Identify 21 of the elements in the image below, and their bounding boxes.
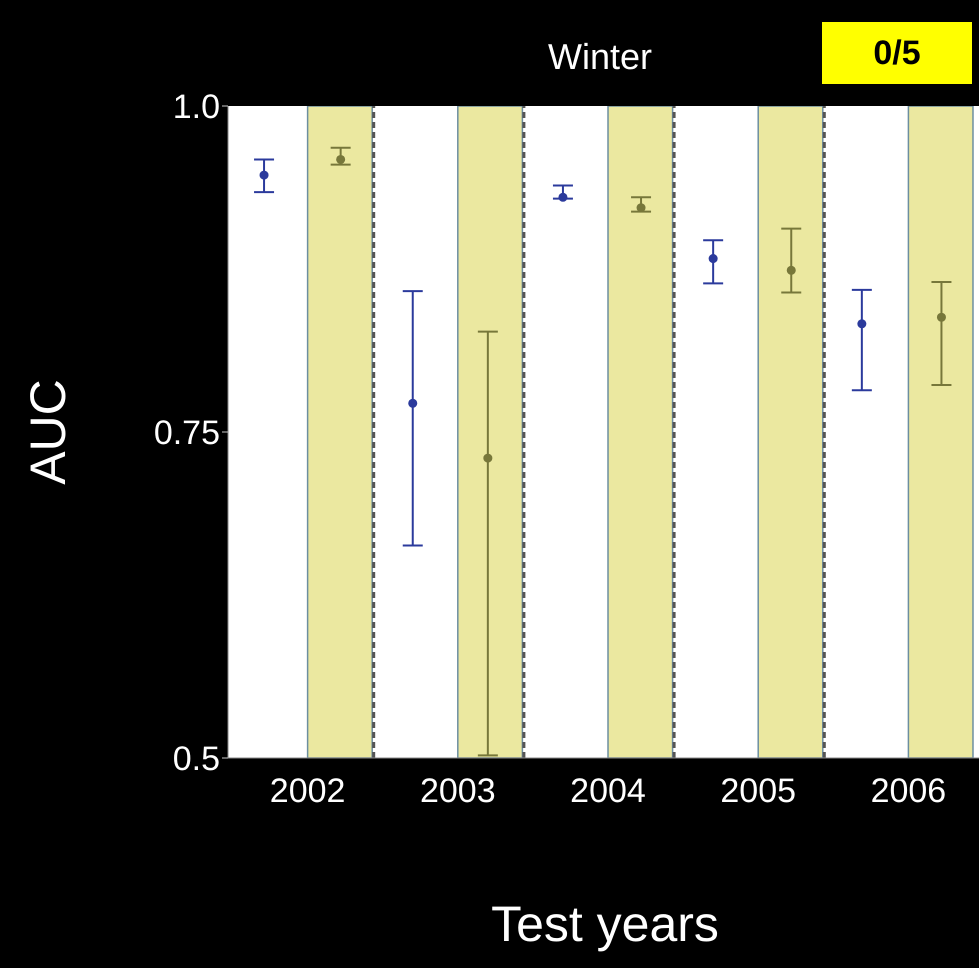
x-tick-label: 2006	[870, 772, 946, 810]
point	[408, 398, 418, 408]
point	[857, 319, 866, 328]
x-tick-label: 2003	[420, 772, 496, 810]
x-tick-label: 2005	[720, 772, 796, 810]
point	[708, 254, 718, 264]
point	[786, 266, 796, 275]
x-tick-label: 2002	[270, 772, 346, 810]
x-axis-title: Test years	[490, 895, 720, 953]
text: 0/5	[822, 22, 972, 84]
chart-title: Winter	[546, 36, 653, 78]
point	[260, 170, 269, 180]
point	[483, 454, 492, 463]
point	[936, 312, 946, 322]
point	[558, 192, 568, 202]
y-tick-label: 1.0	[172, 88, 220, 126]
x-tick-label: 2004	[570, 772, 646, 810]
y-tick-label: 0.5	[172, 740, 220, 778]
y-tick-label: 0.75	[154, 414, 220, 452]
y-axis-title: AUC	[19, 379, 77, 485]
point	[336, 154, 346, 164]
